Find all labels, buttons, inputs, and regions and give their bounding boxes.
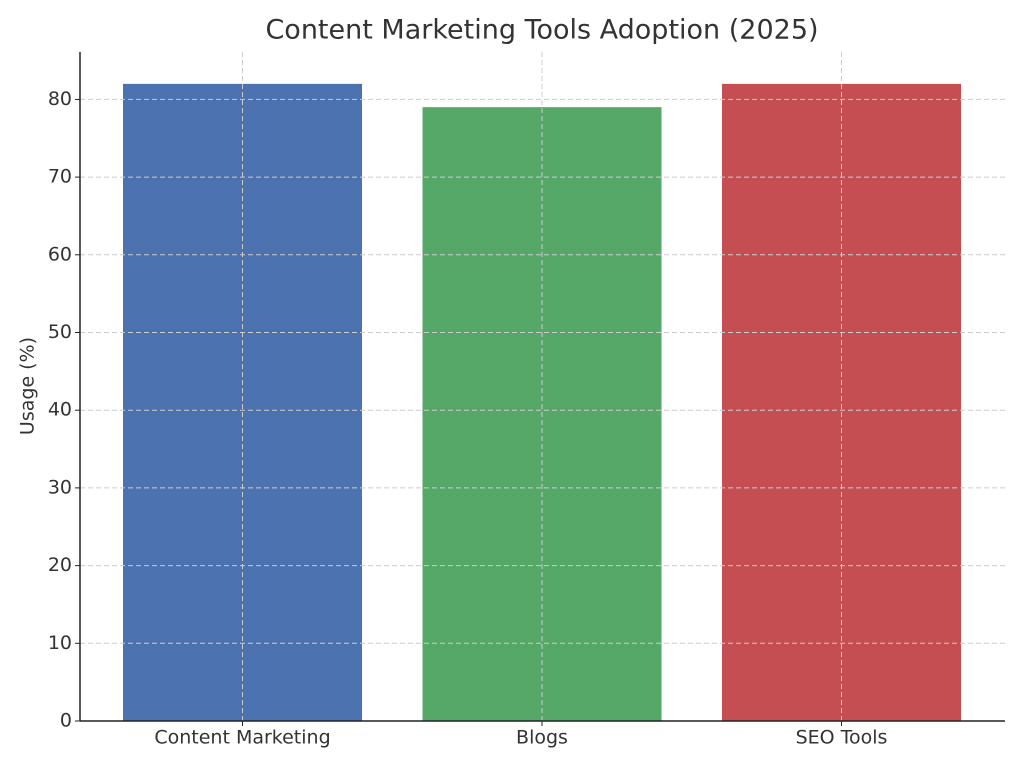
y-tick-label: 80 xyxy=(48,88,72,110)
y-tick-label: 0 xyxy=(60,710,72,732)
bar xyxy=(722,83,961,722)
x-tick-label: Blogs xyxy=(516,727,568,749)
chart-title: Content Marketing Tools Adoption (2025) xyxy=(265,15,818,46)
y-axis-label: Usage (%) xyxy=(17,337,39,435)
x-tick-label: SEO Tools xyxy=(796,727,888,749)
y-tick-label: 30 xyxy=(48,476,72,498)
bar xyxy=(123,83,362,722)
y-tick-label: 50 xyxy=(48,321,72,343)
y-tick-label: 60 xyxy=(48,243,72,265)
y-tick-label: 70 xyxy=(48,166,72,188)
y-tick-label: 40 xyxy=(48,399,72,421)
x-tick-label: Content Marketing xyxy=(154,727,330,749)
y-tick-label: 10 xyxy=(48,632,72,654)
y-tick-label: 20 xyxy=(48,554,72,576)
